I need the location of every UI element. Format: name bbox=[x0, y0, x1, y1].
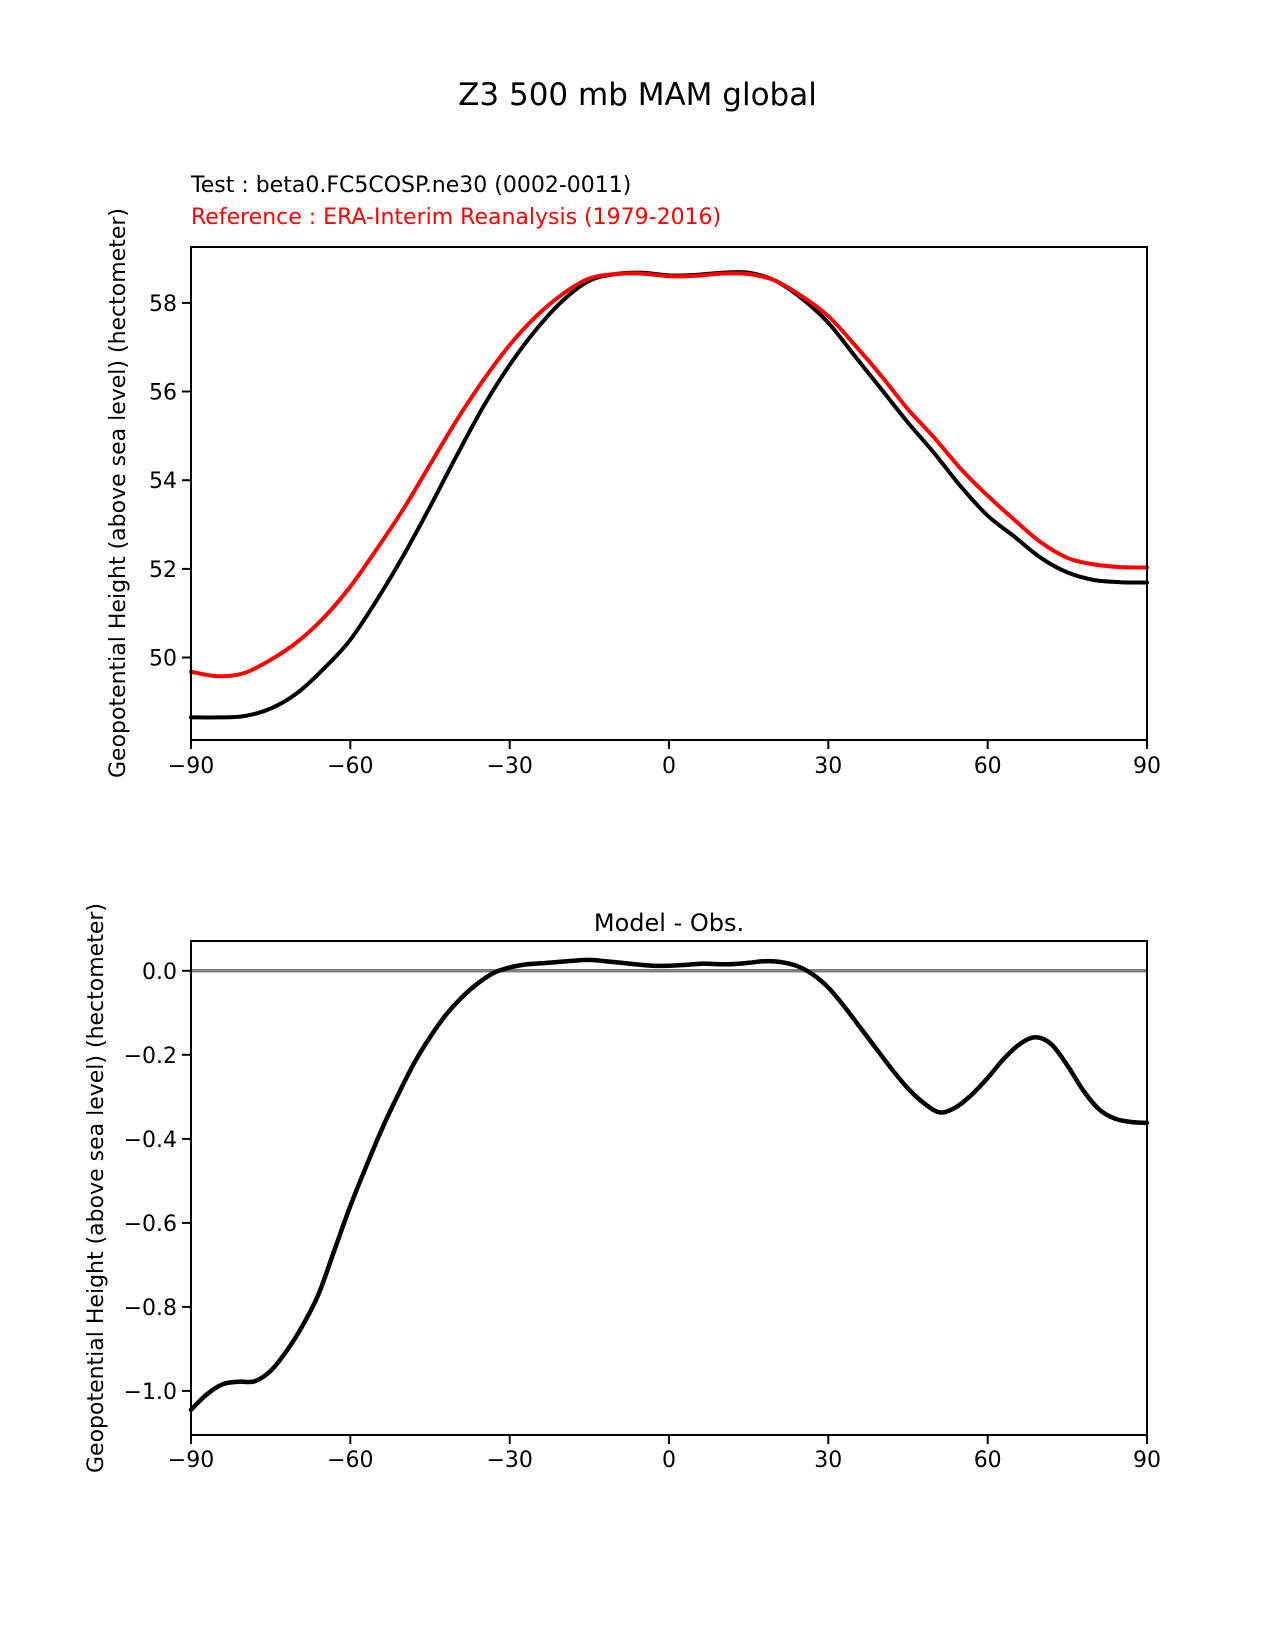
top-curve-0 bbox=[189, 270, 1149, 720]
bottom-x-tick-label: 30 bbox=[814, 1448, 842, 1473]
top-plot-box bbox=[190, 246, 1148, 741]
bottom-plot-title: Model - Obs. bbox=[593, 909, 745, 937]
bottom-x-tick-label: −60 bbox=[327, 1448, 373, 1473]
top-x-tick-label: 0 bbox=[662, 754, 676, 779]
top-y-tick-label: 52 bbox=[149, 558, 177, 583]
top-y-tick-label: 50 bbox=[149, 647, 177, 672]
bottom-y-tick-label: −0.6 bbox=[124, 1212, 177, 1237]
bottom-plot-box bbox=[190, 940, 1148, 1436]
bottom-y-tick-label: −0.4 bbox=[124, 1128, 177, 1153]
legend-reference-label: Reference : ERA-Interim Reanalysis (1979… bbox=[191, 205, 722, 230]
top-curve-1 bbox=[189, 271, 1149, 679]
bottom-x-tick-label: −90 bbox=[168, 1448, 214, 1473]
legend-test-label: Test : beta0.FC5COSP.ne30 (0002-0011) bbox=[191, 173, 632, 198]
bottom-x-tick-label: −30 bbox=[486, 1448, 532, 1473]
top-x-tick-label: −30 bbox=[486, 754, 532, 779]
bottom-x-tick-label: 90 bbox=[1133, 1448, 1161, 1473]
bottom-y-tick-label: −0.2 bbox=[124, 1044, 177, 1069]
bottom-y-tick-label: −0.8 bbox=[124, 1296, 177, 1321]
top-y-tick-label: 56 bbox=[149, 381, 177, 406]
bottom-curve-0 bbox=[188, 957, 1150, 1413]
top-x-tick-label: 90 bbox=[1133, 754, 1161, 779]
figure-title: Z3 500 mb MAM global bbox=[458, 77, 817, 113]
bottom-x-tick-label: 0 bbox=[662, 1448, 676, 1473]
top-x-tick-label: −60 bbox=[327, 754, 373, 779]
top-plot: −90 −60 −30 0 30 60 90 50 52 54 56 58 bbox=[149, 246, 1161, 779]
top-x-tick-label: 60 bbox=[974, 754, 1002, 779]
top-y-tick-label: 54 bbox=[149, 469, 177, 494]
bottom-x-tick-label: 60 bbox=[974, 1448, 1002, 1473]
top-y-tick-label: 58 bbox=[149, 292, 177, 317]
bottom-y-tick-label: −1.0 bbox=[124, 1380, 177, 1405]
bottom-plot: −90 −60 −30 0 30 60 90 0.0 −0.2 −0.4 −0.6 −0.8 −1.0 bbox=[124, 940, 1161, 1473]
top-x-tick-label: 30 bbox=[814, 754, 842, 779]
top-x-tick-label: −90 bbox=[168, 754, 214, 779]
bottom-y-tick-label: 0.0 bbox=[142, 960, 177, 985]
